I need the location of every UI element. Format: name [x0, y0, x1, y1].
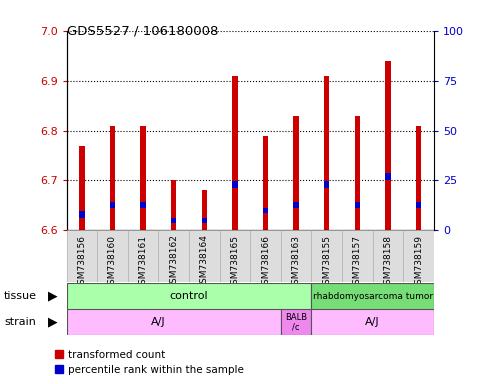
- Bar: [232, 76, 238, 230]
- Text: ▶: ▶: [48, 290, 58, 303]
- Text: GSM738166: GSM738166: [261, 235, 270, 290]
- Bar: [385, 61, 390, 230]
- Bar: [202, 218, 207, 223]
- Bar: [263, 208, 268, 213]
- Legend: transformed count, percentile rank within the sample: transformed count, percentile rank withi…: [55, 350, 244, 375]
- Text: GSM738159: GSM738159: [414, 235, 423, 290]
- Bar: [67, 283, 312, 309]
- Bar: [67, 309, 281, 335]
- Text: GSM738163: GSM738163: [291, 235, 301, 290]
- Bar: [263, 136, 268, 230]
- Text: GSM738161: GSM738161: [139, 235, 147, 290]
- Text: GSM738164: GSM738164: [200, 235, 209, 290]
- Bar: [202, 190, 207, 230]
- Bar: [79, 212, 85, 218]
- Text: A/J: A/J: [365, 317, 380, 327]
- Text: GDS5527 / 106180008: GDS5527 / 106180008: [67, 25, 218, 38]
- Bar: [416, 126, 422, 230]
- Bar: [312, 283, 434, 309]
- Text: ▶: ▶: [48, 316, 58, 329]
- Bar: [416, 202, 422, 208]
- Text: GSM738155: GSM738155: [322, 235, 331, 290]
- Text: GSM738162: GSM738162: [169, 235, 178, 290]
- Text: BALB
/c: BALB /c: [285, 313, 307, 331]
- Text: GSM738158: GSM738158: [384, 235, 392, 290]
- Text: A/J: A/J: [151, 317, 166, 327]
- Text: control: control: [170, 291, 209, 301]
- Bar: [293, 202, 299, 208]
- Text: rhabdomyosarcoma tumor: rhabdomyosarcoma tumor: [313, 291, 433, 301]
- Bar: [281, 309, 312, 335]
- Text: GSM738165: GSM738165: [230, 235, 240, 290]
- Bar: [171, 180, 176, 230]
- Bar: [312, 309, 434, 335]
- Bar: [385, 173, 390, 180]
- Bar: [293, 116, 299, 230]
- Text: GSM738160: GSM738160: [108, 235, 117, 290]
- Text: strain: strain: [4, 317, 36, 327]
- Bar: [171, 218, 176, 223]
- Bar: [141, 202, 146, 208]
- Text: tissue: tissue: [4, 291, 37, 301]
- Bar: [354, 116, 360, 230]
- Bar: [110, 126, 115, 230]
- Bar: [324, 182, 329, 188]
- Bar: [324, 76, 329, 230]
- Bar: [79, 146, 85, 230]
- Text: GSM738157: GSM738157: [353, 235, 362, 290]
- Bar: [110, 202, 115, 208]
- Bar: [141, 126, 146, 230]
- Text: GSM738156: GSM738156: [77, 235, 86, 290]
- Bar: [354, 202, 360, 208]
- Bar: [232, 182, 238, 188]
